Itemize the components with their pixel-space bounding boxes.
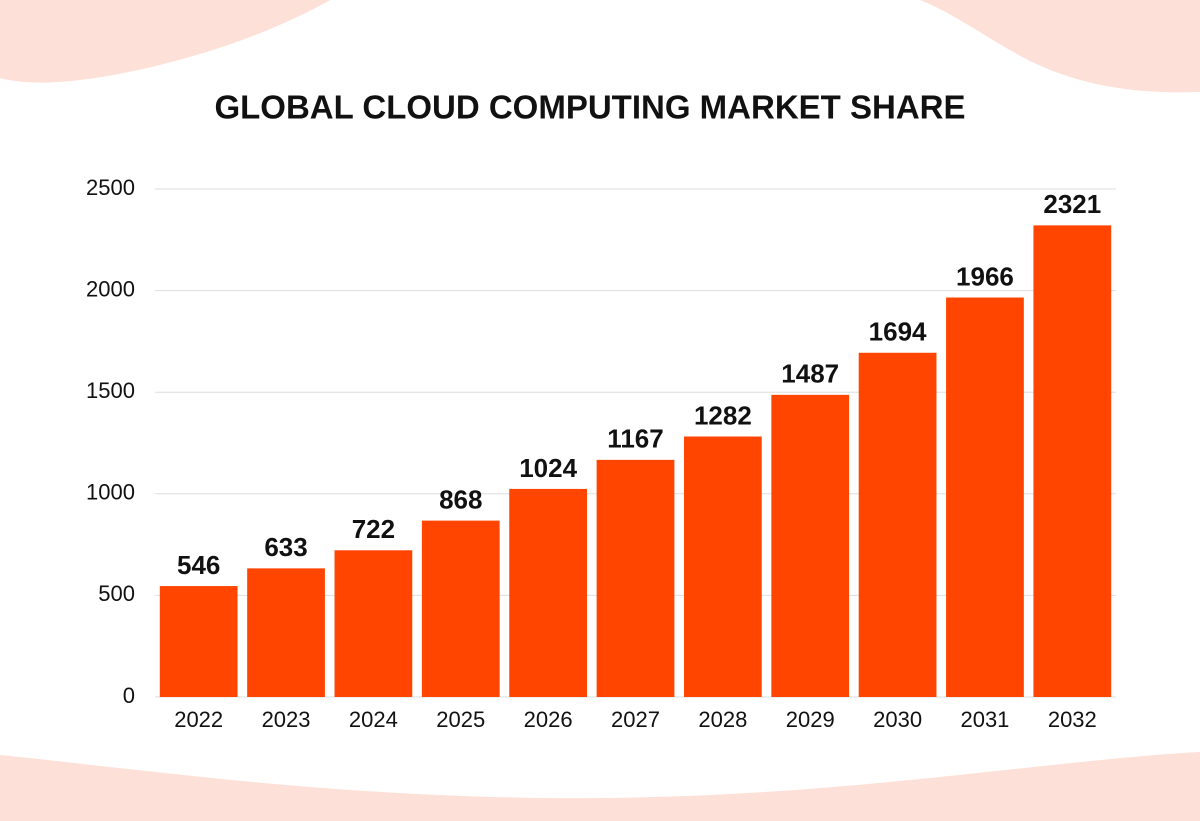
decor-bottom xyxy=(0,752,1200,821)
x-tick-label: 2023 xyxy=(262,707,311,732)
value-label: 1167 xyxy=(607,424,663,454)
x-tick-label: 2024 xyxy=(349,707,398,732)
value-label: 1024 xyxy=(519,453,577,483)
bar xyxy=(683,436,762,697)
bar xyxy=(159,586,238,697)
y-tick-label: 500 xyxy=(98,581,135,606)
bar xyxy=(334,550,413,697)
x-tick-label: 2028 xyxy=(698,707,747,732)
value-label: 1282 xyxy=(694,400,752,430)
value-label: 722 xyxy=(352,514,395,544)
value-label: 1966 xyxy=(956,261,1014,291)
x-tick-label: 2032 xyxy=(1048,707,1097,732)
value-label: 546 xyxy=(177,550,220,580)
bar xyxy=(509,488,588,697)
bar xyxy=(771,394,850,697)
bar xyxy=(247,568,325,697)
bar xyxy=(1033,225,1112,697)
x-tick-label: 2031 xyxy=(960,707,1009,732)
y-tick-label: 0 xyxy=(123,683,135,708)
x-tick-label: 2027 xyxy=(611,707,660,732)
y-tick-label: 2500 xyxy=(86,175,135,200)
decor-top-left xyxy=(0,0,330,83)
x-tick-label: 2022 xyxy=(174,707,223,732)
value-label: 1487 xyxy=(781,359,839,389)
value-label: 633 xyxy=(264,532,307,562)
bar xyxy=(421,520,500,697)
y-tick-label: 1000 xyxy=(86,480,135,505)
value-label: 868 xyxy=(439,484,482,514)
value-label: 2321 xyxy=(1043,189,1101,219)
bar xyxy=(596,459,675,697)
y-tick-label: 2000 xyxy=(86,276,135,301)
bar xyxy=(858,352,937,697)
y-tick-label: 1500 xyxy=(86,378,135,403)
x-tick-label: 2030 xyxy=(873,707,922,732)
x-tick-label: 2029 xyxy=(786,707,835,732)
value-label: 1694 xyxy=(869,317,927,347)
decor-top-right xyxy=(920,0,1200,93)
chart-title: GLOBAL CLOUD COMPUTING MARKET SHARE xyxy=(214,89,965,126)
x-tick-label: 2026 xyxy=(524,707,573,732)
x-tick-label: 2025 xyxy=(436,707,485,732)
bar xyxy=(946,297,1024,697)
